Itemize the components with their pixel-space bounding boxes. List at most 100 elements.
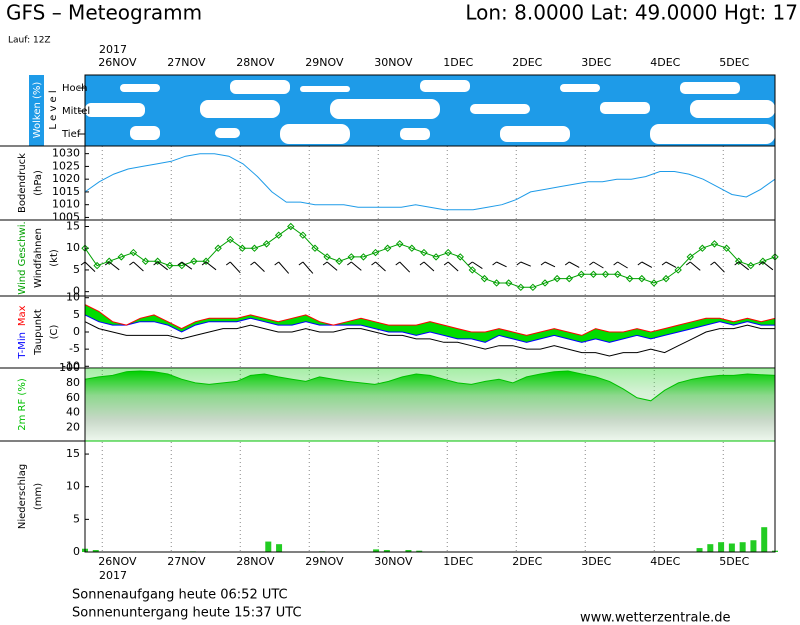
wind-marker (504, 279, 513, 287)
series-line (84, 225, 776, 288)
wind-marker (698, 244, 707, 252)
wind-marker (492, 279, 501, 287)
wind-barb (274, 261, 290, 274)
wind-marker (759, 257, 767, 265)
wind-marker (734, 257, 743, 265)
x-tick-label-bottom: 26NOV (98, 555, 137, 568)
wind-marker (432, 253, 440, 261)
precip-bar (265, 541, 272, 552)
series-line (84, 314, 775, 343)
y-tick-label: 80 (66, 376, 80, 389)
wind-marker (287, 222, 295, 231)
y-axis-label: T-Min Max (17, 305, 28, 359)
wind-barb (564, 261, 580, 268)
y-tick-label: 1030 (52, 147, 80, 160)
wind-marker (105, 257, 113, 265)
precip-bar (696, 548, 703, 552)
x-tick-label-bottom: 28NOV (236, 555, 275, 568)
x-tick-label-bottom: 27NOV (167, 555, 206, 568)
cloud-label: Wolken (%) (32, 82, 43, 139)
wind-marker (722, 244, 731, 252)
wind-marker (166, 261, 174, 270)
location: Lon: 8.0000 Lat: 49.0000 Hgt: 17 (465, 1, 798, 25)
wind-marker (141, 257, 150, 265)
x-tick-label-top: 26NOV (98, 56, 137, 69)
wind-marker (226, 235, 234, 244)
x-tick-label-bottom: 30NOV (374, 555, 413, 568)
site: www.wetterzentrale.de (580, 611, 730, 625)
wind-marker (710, 240, 719, 248)
sunrise: Sonnenaufgang heute 06:52 UTC (72, 588, 288, 603)
wind-marker (650, 279, 658, 287)
x-tick-label-top: 3DEC (581, 56, 611, 69)
wind-barb (225, 261, 241, 274)
wind-barb (516, 261, 531, 267)
y-tick-label: 1015 (52, 185, 80, 198)
y-tick-label: 15 (66, 447, 80, 460)
y-tick-label: 0 (73, 545, 80, 558)
temp-range-fill (85, 304, 775, 343)
wind-marker (311, 244, 319, 252)
y-tick-label: 100 (59, 361, 80, 374)
wind-marker (383, 244, 392, 252)
precip-bar (750, 540, 757, 552)
y-axis-label-part: (mm) (33, 483, 44, 510)
wind-marker (589, 270, 598, 278)
year-top: 2017 (99, 43, 127, 56)
y-axis-label-part: (hPa) (33, 170, 44, 196)
wind-marker (626, 274, 634, 283)
wind-barb (129, 261, 144, 272)
wind-barb (153, 261, 168, 271)
wind-marker (747, 261, 755, 270)
wind-marker (129, 248, 138, 257)
sunset: Sonnenuntergang heute 15:37 UTC (72, 606, 302, 621)
wind-barb (80, 261, 96, 272)
y-axis-label: Niederschlag (17, 464, 28, 529)
wind-barb (492, 261, 507, 268)
series-line (84, 153, 776, 211)
rh-area (84, 370, 776, 442)
wind-marker (577, 270, 586, 278)
x-tick-label-bottom: 5DEC (719, 555, 749, 568)
level-name: Hoch (62, 83, 87, 94)
wind-marker (371, 248, 380, 257)
y-axis-label-part: T-Min (17, 332, 28, 360)
y-axis-label: 2m RF (%) (17, 378, 28, 431)
wind-barb (201, 261, 217, 271)
y-axis-label: (C) (49, 325, 60, 340)
x-tick-label-top: 2DEC (512, 56, 542, 69)
y-tick-label: 60 (66, 391, 80, 404)
precip-bar (707, 544, 714, 552)
y-axis-label: (kt) (49, 249, 60, 267)
precip-bar (405, 550, 412, 552)
y-axis-label-part: Bodendruck (17, 153, 28, 213)
y-tick-label: -10 (62, 359, 80, 372)
y-tick-label: 10 (66, 241, 80, 254)
y-axis-label: (mm) (33, 483, 44, 510)
x-tick-label-top: 1DEC (443, 56, 473, 69)
y-axis-label-part: (C) (49, 325, 60, 340)
wind-barb (613, 261, 628, 269)
x-tick-label-bottom: 29NOV (305, 555, 344, 568)
wind-marker (396, 240, 404, 248)
wind-marker (299, 231, 307, 239)
wind-barb (419, 261, 435, 272)
wind-marker (613, 270, 622, 278)
wind-marker (274, 231, 283, 239)
y-tick-label: 1010 (52, 198, 80, 211)
y-axis-label: Bodendruck (17, 153, 28, 213)
wind-barb (661, 261, 677, 268)
run: Lauf: 12Z (8, 36, 51, 46)
x-tick-label-bottom: 1DEC (443, 555, 473, 568)
level-name: Mittel (62, 106, 90, 117)
y-tick-label: 10 (66, 291, 80, 304)
wind-marker (238, 244, 247, 252)
wind-marker (480, 274, 489, 283)
panel-frames (84, 74, 776, 553)
wind-barb (347, 261, 362, 271)
wind-marker (335, 257, 343, 265)
y-axis-label-part: Max (17, 305, 28, 326)
wind-barb (540, 261, 556, 268)
wind-marker (347, 253, 356, 261)
y-axis-label-part: Taupunkt (33, 309, 44, 356)
